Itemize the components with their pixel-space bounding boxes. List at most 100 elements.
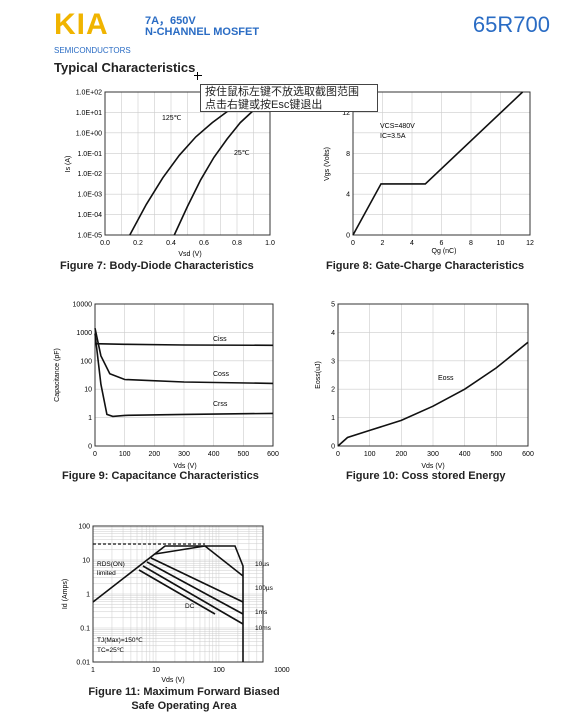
figure-7-caption: Figure 7: Body-Diode Characteristics [60, 260, 254, 272]
f7-label-125c: 125℃ [162, 115, 182, 122]
f9-y-tick-label: 100 [80, 358, 92, 365]
f11-soa-curves [92, 545, 244, 662]
f9-xlabel: Vds (V) [173, 463, 196, 470]
f11-xlabel: Vds (V) [161, 677, 184, 684]
f8-ylabel: Vgs (Volts) [324, 147, 331, 181]
f8-x-tick-label: 12 [526, 240, 534, 247]
f9-label-ciss: Ciss [213, 336, 227, 343]
f11-x-tick-label: 100 [213, 667, 225, 674]
f9-x-tick-label: 400 [208, 451, 220, 458]
f11-y-tick-label: 100 [78, 524, 90, 531]
f9-x-tick-label: 600 [267, 451, 279, 458]
f11-curve-10ms [142, 565, 244, 625]
f9-series-crss [94, 333, 274, 418]
f8-y-tick-label: 8 [346, 151, 350, 158]
f7-y-tick-label: 1.0E-02 [77, 171, 102, 178]
figure-11-chart: 100 10 1 0.1 0.01 1 10 100 1000 RDS(ON) limited… [62, 524, 290, 685]
figure-8-caption: Figure 8: Gate-Charge Characteristics [326, 260, 525, 272]
f10-x-tick-label: 500 [490, 451, 502, 458]
f7-y-tick-label: 1.0E+01 [76, 110, 102, 117]
f7-x-tick-label: 0.8 [232, 240, 242, 247]
f11-curve-10us [92, 545, 244, 603]
f7-ylabel: Is (A) [65, 156, 72, 173]
f10-label-eoss: Eoss [438, 375, 454, 382]
f11-ylabel: Id (Amps) [62, 579, 69, 609]
f11-x-tick-label: 1000 [274, 667, 290, 674]
f11-label-tc: TC=25℃ [97, 647, 125, 654]
tooltip-line-2: 点击右键或按Esc键退出 [205, 99, 323, 111]
f11-frame [92, 525, 264, 663]
device-type: N-CHANNEL MOSFET [145, 26, 260, 38]
f10-frame [337, 303, 529, 447]
f10-ylabel: Eoss(uJ) [315, 361, 322, 389]
f9-label-crss: Crss [213, 401, 228, 408]
f7-x-tick-label: 0.2 [133, 240, 143, 247]
crosshair-cursor-icon [194, 72, 202, 80]
f9-x-tick-label: 100 [119, 451, 131, 458]
f9-x-tick-label: 200 [148, 451, 160, 458]
f8-x-tick-label: 10 [497, 240, 505, 247]
figure-9-caption: Figure 9: Capacitance Characteristics [62, 470, 259, 482]
f11-label-dc: DC [185, 603, 195, 610]
spec-rating: 7A，650V [145, 15, 196, 27]
f9-y-tick-label: 1000 [76, 330, 92, 337]
f11-label-tj: TJ(Max)=150℃ [97, 637, 143, 644]
f10-x-tick-label: 600 [522, 451, 534, 458]
f7-y-tick-label: 1.0E-04 [77, 212, 102, 219]
f11-label-1ms: 1ms [255, 609, 268, 616]
f11-curve-1ms [146, 561, 244, 615]
f9-x-tick-label: 500 [237, 451, 249, 458]
f10-y-tick-label: 1 [331, 415, 335, 422]
f11-label-rds: RDS(ON) [97, 561, 125, 568]
figure-11-caption-line1: Figure 11: Maximum Forward Biased [88, 686, 280, 698]
f8-x-tick-label: 4 [410, 240, 414, 247]
tooltip-line-1: 按住鼠标左键不放选取截图范围 [205, 86, 359, 98]
f9-y-tick-label: 10 [84, 387, 92, 394]
f10-x-tick-label: 400 [459, 451, 471, 458]
f8-frame [352, 91, 531, 236]
f11-y-tick-label: 1 [86, 592, 90, 599]
f10-y-tick-label: 3 [331, 358, 335, 365]
f8-annotation-ic: IC=3.5A [380, 133, 406, 140]
f7-y-tick-label: 1.0E+02 [76, 90, 102, 97]
f9-x-tick-label: 300 [178, 451, 190, 458]
f7-series-125c [129, 99, 246, 236]
f8-x-tick-label: 6 [440, 240, 444, 247]
f8-y-tick-label: 0 [346, 233, 350, 240]
f10-series-eoss [337, 341, 529, 447]
f7-x-tick-label: 0.0 [100, 240, 110, 247]
section-title: Typical Characteristics [54, 60, 196, 75]
f11-curve-voltage-limit [205, 545, 244, 662]
f8-xlabel: Qg (nC) [432, 248, 457, 255]
f7-series-25c [173, 101, 264, 236]
f10-y-tick-label: 2 [331, 387, 335, 394]
screenshot-tooltip: 按住鼠标左键不放选取截图范围 点击右键或按Esc键退出 [200, 84, 378, 112]
f9-series-coss [94, 328, 274, 385]
f9-y-tick-label: 1 [88, 415, 92, 422]
f9-y-tick-label: 10000 [73, 302, 93, 309]
f11-label-10us: 10µs [255, 561, 270, 568]
f9-y-tick-label: 0 [88, 444, 92, 451]
f10-y-tick-label: 4 [331, 330, 335, 337]
f11-y-tick-label: 10 [82, 558, 90, 565]
f7-grid [105, 92, 270, 235]
f11-label-limited: limited [97, 570, 116, 577]
part-number: 65R700 [472, 12, 550, 37]
f7-x-tick-label: 0.6 [199, 240, 209, 247]
logo-subtitle: SEMICONDUCTORS [54, 46, 131, 55]
f7-frame [104, 91, 271, 236]
f7-y-tick-label: 1.0E-03 [77, 192, 102, 199]
f7-y-tick-label: 1.0E-01 [77, 151, 102, 158]
f9-label-coss: Coss [213, 371, 229, 378]
f7-x-tick-label: 1.0 [265, 240, 275, 247]
f9-x-tick-label: 0 [93, 451, 97, 458]
f11-y-tick-label: 0.01 [76, 660, 90, 667]
f11-y-tick-label: 0.1 [80, 626, 90, 633]
f10-xlabel: Vds (V) [421, 463, 444, 470]
f9-series-ciss [94, 342, 274, 347]
figure-11-caption-line2: Safe Operating Area [131, 700, 237, 712]
f8-x-tick-label: 8 [469, 240, 473, 247]
f11-x-tick-label: 1 [91, 667, 95, 674]
